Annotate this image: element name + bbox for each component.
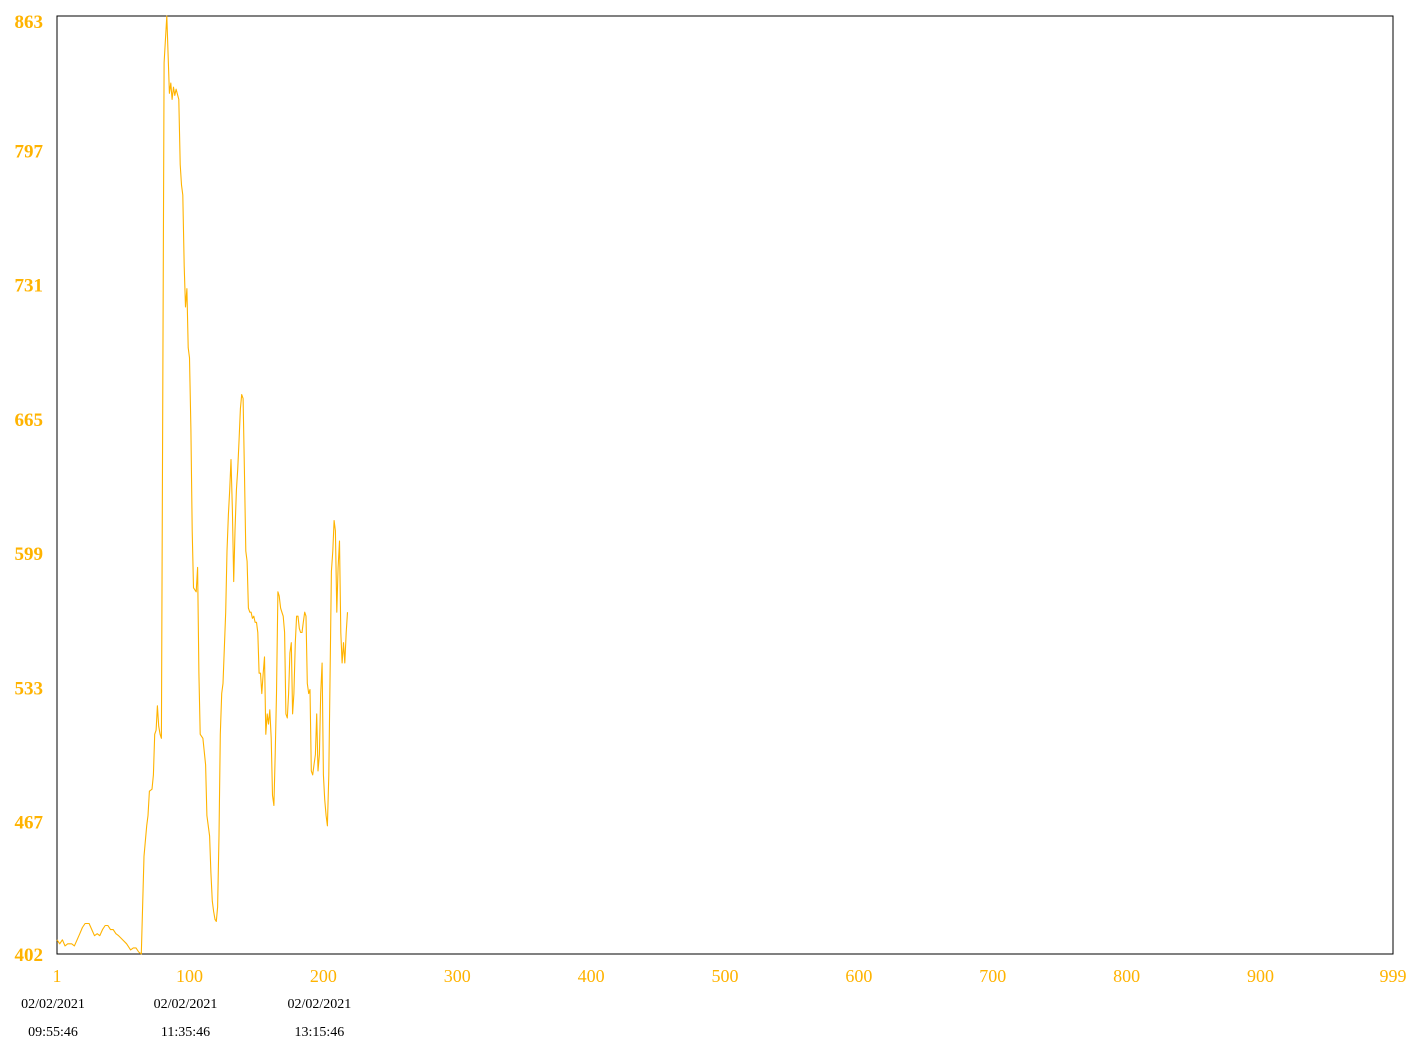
x-tick-label: 999 bbox=[1380, 966, 1407, 986]
plot-frame bbox=[56, 15, 1394, 955]
x-tick-label: 700 bbox=[979, 966, 1006, 986]
y-tick-label: 665 bbox=[15, 410, 44, 431]
time-label-time: 09:55:46 bbox=[28, 1025, 78, 1039]
x-axis-ticks: 1 100 200 300 400 500 600 700 800 900 999 bbox=[53, 966, 1407, 986]
y-tick-label: 797 bbox=[15, 141, 44, 162]
y-tick-label: 599 bbox=[15, 544, 44, 565]
time-label-date: 02/02/2021 bbox=[154, 997, 218, 1012]
x-tick-label: 800 bbox=[1113, 966, 1140, 986]
x-tick-label: 900 bbox=[1247, 966, 1274, 986]
x-tick-label: 1 bbox=[53, 966, 62, 986]
x-tick-label: 300 bbox=[444, 966, 471, 986]
y-axis-ticks: 863 797 731 665 599 533 467 402 bbox=[15, 12, 44, 966]
x-tick-label: 200 bbox=[310, 966, 337, 986]
x-tick-label: 600 bbox=[845, 966, 872, 986]
time-label-date: 02/02/2021 bbox=[21, 997, 85, 1012]
x-tick-label: 400 bbox=[578, 966, 605, 986]
series-line bbox=[56, 15, 349, 955]
x-tick-label: 100 bbox=[176, 966, 203, 986]
y-tick-label: 863 bbox=[15, 12, 44, 33]
time-label-time: 13:15:46 bbox=[295, 1025, 345, 1039]
y-tick-label: 402 bbox=[15, 945, 44, 966]
y-tick-label: 731 bbox=[15, 276, 44, 297]
y-tick-label: 467 bbox=[15, 813, 44, 834]
time-label-date: 02/02/2021 bbox=[288, 997, 352, 1012]
x-time-labels: 02/02/2021 09:55:46 02/02/2021 11:35:46 02/0… bbox=[21, 997, 351, 1039]
x-tick-label: 500 bbox=[712, 966, 739, 986]
y-tick-label: 533 bbox=[15, 678, 44, 699]
time-label-time: 11:35:46 bbox=[161, 1025, 210, 1039]
